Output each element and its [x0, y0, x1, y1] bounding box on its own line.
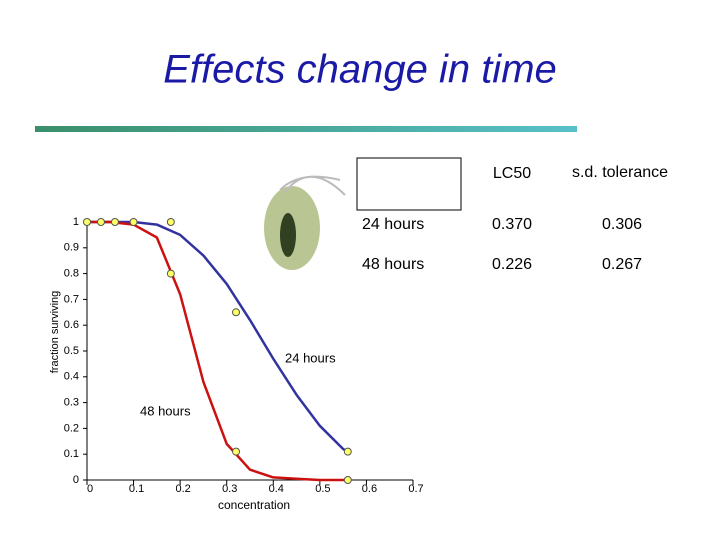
table-cell: 0.267 — [602, 256, 642, 273]
data-point — [343, 447, 352, 456]
title: Effects change in time — [163, 48, 557, 92]
table-cell: 0.306 — [602, 216, 642, 233]
y-tick-label: 0.8 — [64, 268, 79, 280]
x-tick-label: 0.6 — [362, 483, 377, 495]
x-tick-label: 0.3 — [222, 483, 237, 495]
x-tick-label: 0.4 — [269, 483, 284, 495]
table-cell: 0.226 — [492, 256, 532, 273]
y-tick-label: 0 — [73, 474, 79, 486]
table-corner-cell — [356, 157, 462, 211]
series-label: 48 hours — [140, 403, 191, 418]
x-tick-label: 0 — [87, 483, 93, 495]
data-point — [232, 447, 241, 456]
table-cell: 24 hours — [362, 216, 424, 233]
x-tick-label: 0.5 — [315, 483, 330, 495]
data-point — [96, 218, 105, 226]
y-tick-label: 0.2 — [64, 422, 79, 434]
y-tick-label: 0.3 — [64, 397, 79, 409]
data-point — [83, 218, 91, 226]
table-cell: 48 hours — [362, 256, 424, 273]
table-header-wrap: s.d. tolerance — [571, 164, 669, 181]
data-point — [129, 218, 138, 226]
y-tick-label: 0.6 — [64, 319, 79, 331]
data-point — [232, 308, 241, 317]
table-header: LC50 — [493, 165, 531, 182]
table-cell: 0.370 — [492, 216, 532, 233]
y-tick-label: 0.9 — [64, 242, 79, 254]
y-tick-label: 0.7 — [64, 293, 79, 305]
y-axis-label: fraction surviving — [49, 291, 61, 374]
title-rule — [35, 126, 577, 132]
y-tick-label: 0.5 — [64, 345, 79, 357]
data-point — [166, 218, 175, 226]
x-tick-label: 0.2 — [175, 483, 190, 495]
y-tick-label: 0.4 — [64, 371, 79, 383]
table-header: s.d. tolerance — [571, 164, 669, 181]
y-tick-label: 1 — [73, 216, 79, 228]
x-tick-label: 0.7 — [408, 483, 423, 495]
x-tick-label: 0.1 — [129, 483, 144, 495]
series-label: 24 hours — [285, 350, 336, 365]
y-tick-label: 0.1 — [64, 448, 79, 460]
daphnia-image — [264, 175, 346, 270]
x-axis-label: concentration — [218, 498, 290, 512]
data-point — [343, 476, 352, 484]
data-point — [110, 218, 119, 226]
data-point — [166, 269, 175, 278]
